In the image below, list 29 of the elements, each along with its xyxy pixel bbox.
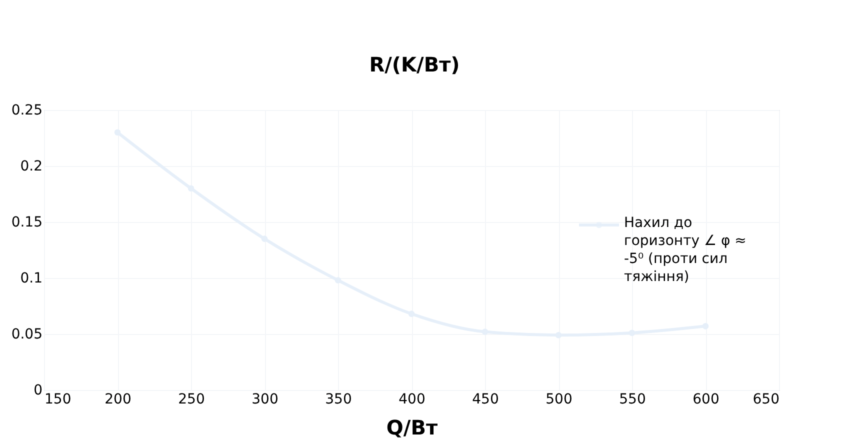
point bbox=[188, 185, 194, 192]
point bbox=[114, 129, 121, 136]
y-axis-title: R/(K/Вт) bbox=[369, 52, 460, 76]
x-tick-label: 550 bbox=[619, 392, 646, 408]
legend-label: Нахил до горизонту ∠ φ ≈ -5⁰ (проти сил тяжіння) bbox=[624, 215, 746, 285]
point bbox=[555, 332, 562, 338]
y-tick-label: 0.2 bbox=[20, 158, 42, 174]
x-tick-label: 650 bbox=[752, 392, 780, 408]
y-tick-label: 0.05 bbox=[11, 326, 42, 342]
y-tick-label: 0.25 bbox=[11, 102, 42, 118]
x-tick-label: 150 bbox=[44, 392, 72, 408]
point bbox=[628, 330, 636, 336]
y-tick-label: 0 bbox=[34, 382, 42, 398]
x-tick-label: 200 bbox=[104, 392, 132, 408]
x-tick-label: 400 bbox=[398, 392, 426, 408]
x-tick-label: 450 bbox=[472, 392, 499, 408]
point bbox=[702, 323, 709, 330]
x-tick-label: 350 bbox=[325, 392, 352, 408]
x-tick-label: 300 bbox=[252, 392, 278, 408]
point bbox=[408, 310, 415, 317]
x-axis-title: Q/Вт bbox=[386, 416, 438, 440]
point bbox=[482, 328, 488, 335]
point bbox=[261, 236, 268, 242]
x-tick-label: 250 bbox=[178, 392, 205, 408]
point bbox=[334, 277, 342, 284]
x-tick-label: 500 bbox=[546, 392, 572, 408]
y-tick-label: 0.15 bbox=[11, 214, 42, 230]
x-tick-label: 600 bbox=[692, 392, 720, 408]
y-tick-label: 0.1 bbox=[20, 270, 42, 286]
